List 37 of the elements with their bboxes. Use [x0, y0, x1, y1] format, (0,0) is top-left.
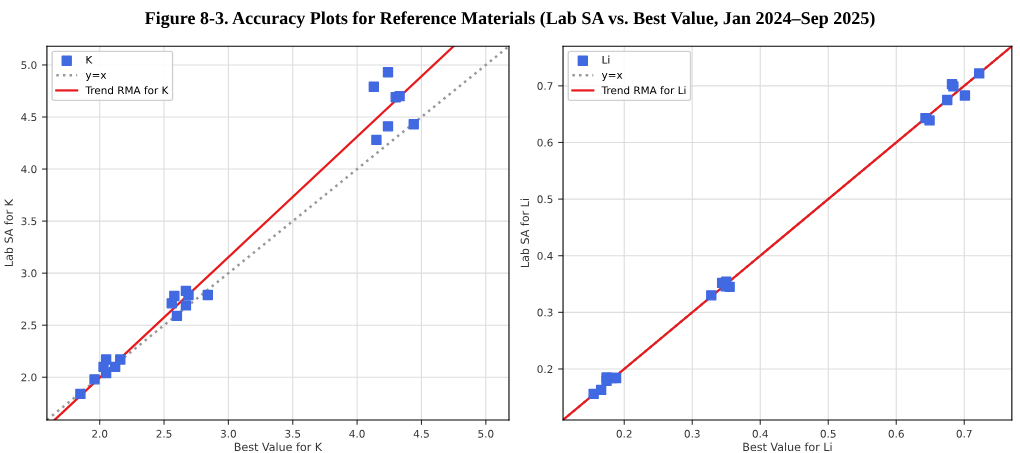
y-tick-label: 0.3: [537, 308, 553, 317]
x-axis-title: Best Value for Li: [743, 442, 832, 452]
legend-label: K: [86, 55, 93, 64]
y-tick-label: 3.0: [21, 269, 37, 278]
legend-label: Trend RMA for K: [85, 86, 169, 95]
y-tick-label: 0.2: [537, 365, 553, 374]
y-tick-label: 0.5: [537, 195, 553, 204]
chart-title: Figure 8-3. Accuracy Plots for Reference Materials (Lab SA vs. Best Value, Jan 2024–Sep 2025): [144, 11, 875, 29]
legend-label: Trend RMA for Li: [601, 86, 686, 95]
y-tick-label: 2.0: [21, 373, 37, 382]
x-tick-label: 0.6: [888, 429, 904, 438]
x-tick-label: 5.0: [478, 429, 494, 438]
x-tick-label: 3.5: [285, 429, 301, 438]
x-tick-label: 0.5: [820, 429, 836, 438]
x-tick-label: 4.0: [349, 429, 365, 438]
legend-label: y=x: [601, 73, 623, 81]
y-axis-title: Lab SA for Li: [520, 199, 530, 268]
x-tick-label: 0.2: [616, 429, 632, 438]
x-tick-label: 0.4: [752, 429, 768, 438]
y-axis-title: Lab SA for K: [4, 198, 13, 267]
x-tick-label: 2.5: [156, 429, 172, 438]
y-tick-label: 5.0: [21, 61, 37, 70]
x-tick-label: 0.3: [684, 429, 700, 438]
y-tick-label: 3.5: [21, 217, 37, 226]
y-tick-label: 4.5: [21, 113, 37, 122]
legend-label: Li: [602, 55, 610, 64]
x-tick-label: 3.0: [220, 429, 236, 438]
x-axis-title: Best Value for K: [234, 442, 323, 452]
x-tick-label: 2.0: [92, 429, 108, 438]
legend-label: y=x: [85, 73, 107, 81]
y-tick-label: 4.0: [21, 165, 37, 174]
y-tick-label: 0.7: [537, 82, 553, 90]
y-tick-label: 0.6: [537, 138, 553, 147]
x-tick-label: 4.5: [413, 429, 429, 438]
y-tick-label: 0.4: [537, 251, 553, 260]
x-tick-label: 0.7: [956, 429, 972, 438]
y-tick-label: 2.5: [21, 321, 37, 330]
